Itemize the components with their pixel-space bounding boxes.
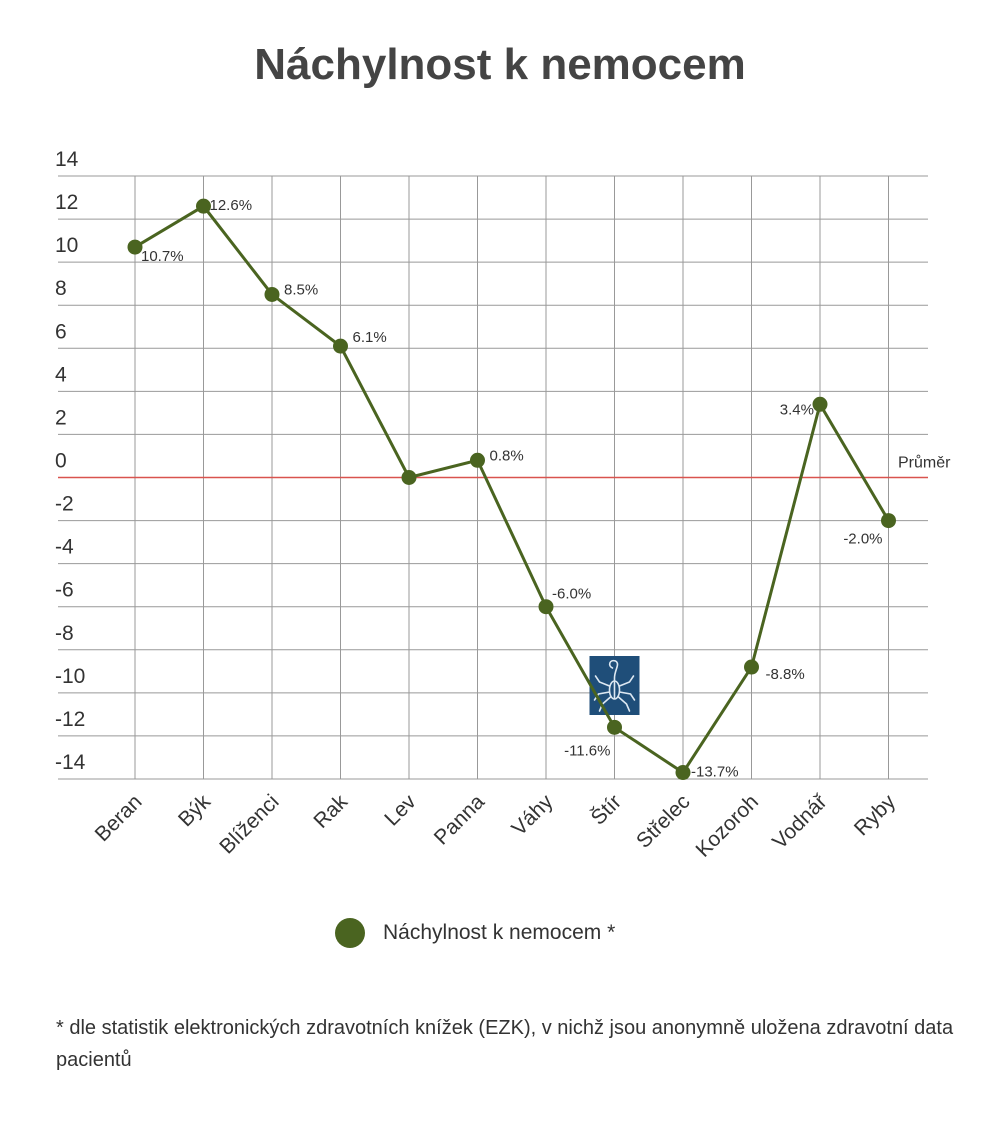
footnote: * dle statistik elektronických zdravotní… [56, 1017, 954, 1071]
series-line [134, 204, 890, 775]
legend-marker [335, 918, 365, 948]
x-tick-label: Rak [309, 790, 352, 833]
data-label: -13.7% [691, 764, 739, 781]
y-tick-label: -14 [55, 751, 86, 774]
data-label: -11.6% [564, 742, 610, 759]
x-tick-label: Váhy [507, 790, 557, 840]
data-point [607, 719, 622, 735]
data-point [127, 239, 143, 255]
y-tick-label: -10 [55, 665, 85, 688]
data-point [470, 452, 485, 468]
y-tick-label: 14 [55, 148, 79, 171]
data-point [196, 198, 211, 214]
data-point [401, 470, 417, 485]
legend: Náchylnost k nemocem * [335, 918, 615, 948]
data-label: 0.8% [490, 447, 524, 464]
legend-label: Náchylnost k nemocem * [383, 921, 616, 944]
y-tick-label: 4 [55, 363, 67, 386]
data-point [333, 338, 348, 354]
data-point [538, 599, 554, 615]
data-label: 3.4% [780, 401, 814, 418]
data-label: 10.7% [141, 248, 184, 265]
x-tick-label: Kozoroh [691, 790, 763, 862]
chart-title: Náchylnost k nemocem [254, 40, 746, 89]
data-point [264, 286, 280, 302]
y-tick-label: 6 [55, 320, 67, 343]
y-tick-label: 10 [55, 234, 78, 257]
x-tick-label: Ryby [850, 790, 900, 840]
data-label: 6.1% [353, 329, 387, 346]
x-tick-label: Vodnář [768, 790, 832, 854]
data-label: -2.0% [843, 531, 882, 548]
average-label: Průměr [898, 454, 951, 472]
data-label: 12.6% [210, 197, 253, 214]
y-tick-label: -6 [55, 579, 74, 602]
data-point [881, 513, 896, 529]
y-tick-label: 8 [55, 277, 67, 300]
x-tick-label: Střelec [632, 790, 694, 852]
data-label: 8.5% [284, 281, 318, 298]
data-point [744, 659, 759, 675]
scorpion-icon [589, 656, 640, 715]
y-tick-label: -4 [55, 536, 74, 559]
y-tick-label: 2 [55, 406, 67, 429]
y-tick-label: -8 [55, 622, 74, 645]
y-tick-label: 0 [55, 450, 67, 473]
x-tick-label: Panna [430, 790, 489, 849]
data-point [675, 765, 691, 781]
x-tick-label: Blíženci [215, 790, 283, 858]
data-label: -6.0% [552, 586, 591, 603]
y-tick-label: 12 [55, 191, 78, 214]
data-point [812, 396, 828, 412]
x-tick-label: Býk [174, 790, 215, 831]
x-tick-label: Beran [91, 790, 147, 846]
x-tick-label: Lev [380, 790, 421, 831]
y-tick-label: -2 [55, 493, 74, 516]
data-label: -8.8% [766, 666, 805, 683]
y-tick-label: -12 [55, 708, 85, 731]
x-tick-label: Štír [587, 790, 626, 829]
